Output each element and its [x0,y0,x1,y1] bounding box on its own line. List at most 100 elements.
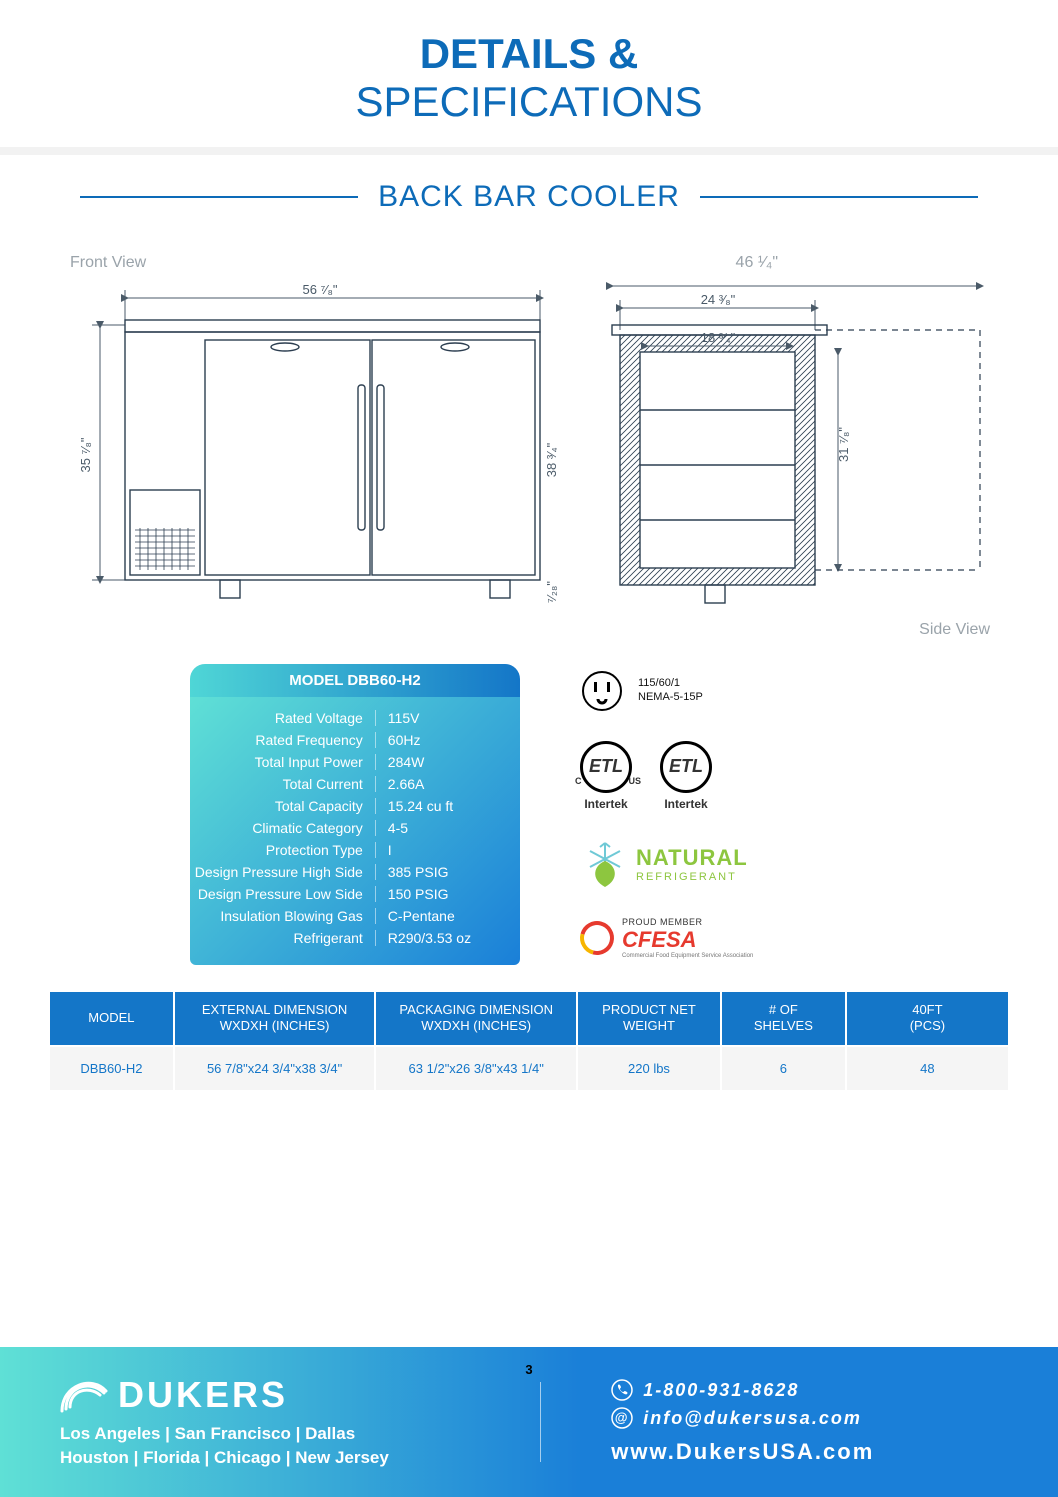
front-view-label: Front View [70,254,146,272]
spec-row: Protection TypeI [190,839,520,861]
table-cell: 48 [846,1046,1009,1091]
plug-line1: 115/60/1 [638,677,703,690]
spec-value: 4-5 [375,820,520,836]
natural-refrigerant-badge: NATURAL REFRIGERANT [580,839,748,889]
spec-key: Insulation Blowing Gas [190,908,375,924]
table-header: PRODUCT NETWEIGHT [577,991,721,1047]
page-number: 3 [525,1362,532,1377]
spec-key: Total Current [190,776,375,792]
divider [0,147,1058,155]
table-header: EXTERNAL DIMENSIONWXDXH (INCHES) [174,991,376,1047]
cfesa-badge: PROUD MEMBER CFESA Commercial Food Equip… [580,917,753,959]
spec-row: Total Input Power284W [190,751,520,773]
email-row: @ info@dukersusa.com [611,1407,998,1429]
spec-key: Climatic Category [190,820,375,836]
dim-shelf: 18 ³⁄₄" [701,330,736,345]
spec-row: Insulation Blowing GasC-Pentane [190,905,520,927]
cities-line2: Houston | Florida | Chicago | New Jersey [60,1446,510,1470]
spec-value: 284W [375,754,520,770]
natural-sub: REFRIGERANT [636,871,748,883]
section-title: BACK BAR COOLER [0,180,1058,214]
table-header: 40FT(PCS) [846,991,1009,1047]
table-cell: DBB60-H2 [49,1046,174,1091]
spec-key: Total Input Power [190,754,375,770]
spec-key: Design Pressure Low Side [190,886,375,902]
email-text: info@dukersusa.com [643,1408,862,1429]
page: DETAILS & SPECIFICATIONS BACK BAR COOLER… [0,0,1058,1497]
natural-main: NATURAL [636,845,748,871]
cities-line1: Los Angeles | San Francisco | Dallas [60,1422,510,1446]
spec-value: 150 PSIG [375,886,520,902]
table-cell: 56 7/8"x24 3/4"x38 3/4" [174,1046,376,1091]
spec-key: Design Pressure High Side [190,864,375,880]
side-view-diagram: 24 ³⁄₈" 18 ³⁄₄" 31 ⁷⁄₈" [590,280,990,639]
table-header: PACKAGING DIMENSIONWXDXH (INCHES) [375,991,577,1047]
title-line2: SPECIFICATIONS [356,78,703,125]
table-cell: 63 1/2"x26 3/8"x43 1/4" [375,1046,577,1091]
dim-leg: ⁷⁄₂₈" [544,580,559,602]
footer-divider [540,1382,541,1462]
side-view-label: Side View [590,621,990,639]
table-header: MODEL [49,991,174,1047]
spec-card-title: MODEL DBB60-H2 [190,664,520,697]
spec-key: Rated Frequency [190,732,375,748]
title-line1: DETAILS & [420,30,639,77]
dimensions-table: MODELEXTERNAL DIMENSIONWXDXH (INCHES)PAC… [0,990,1058,1123]
spec-value: 60Hz [375,732,520,748]
etl-badges: ETL C US Intertek ETL Intertek [580,741,712,811]
cfesa-ring-icon [574,914,620,960]
dim-depth: 24 ³⁄₈" [701,292,736,307]
dim-height-left: 35 ⁷⁄₈" [78,437,93,472]
table-cell: 6 [721,1046,846,1091]
brand-name: DUKERS [118,1374,288,1416]
table-header: # OFSHELVES [721,991,846,1047]
spec-row: Total Capacity15.24 cu ft [190,795,520,817]
phone-text: 1-800-931-8628 [643,1380,799,1401]
phone-icon [611,1379,633,1401]
spec-value: 2.66A [375,776,520,792]
email-icon: @ [611,1407,633,1429]
mid-row: MODEL DBB60-H2 Rated Voltage115VRated Fr… [0,664,1058,990]
section-title-text: BACK BAR COOLER [378,180,680,214]
spec-row: Design Pressure High Side385 PSIG [190,861,520,883]
spec-key: Total Capacity [190,798,375,814]
spec-key: Refrigerant [190,930,375,946]
rule-right [700,196,978,198]
spec-row: Climatic Category4-5 [190,817,520,839]
spec-value: I [375,842,520,858]
table-cell: 220 lbs [577,1046,721,1091]
rule-left [80,196,358,198]
dim-interior-h: 31 ⁷⁄₈" [836,426,851,461]
url-text: www.DukersUSA.com [611,1439,998,1465]
plug-badge: 115/60/1 NEMA-5-15P [580,669,703,713]
spec-card-body: Rated Voltage115VRated Frequency60HzTota… [190,697,520,965]
front-view-diagram: 56 ⁷⁄₈" 35 ⁷⁄₈" [70,280,560,615]
table-row: DBB60-H256 7/8"x24 3/4"x38 3/4"63 1/2"x2… [49,1046,1009,1091]
etl-us-badge: ETL C US Intertek [580,741,632,811]
spec-row: Rated Frequency60Hz [190,729,520,751]
spec-value: C-Pentane [375,908,520,924]
side-view-top-dim: 46 ¹⁄₄" [736,254,988,272]
page-title: DETAILS & SPECIFICATIONS [0,0,1058,147]
snowflake-leaf-icon [580,839,630,889]
etl-badge: ETL Intertek [660,741,712,811]
plug-icon [580,669,624,713]
spec-card: MODEL DBB60-H2 Rated Voltage115VRated Fr… [190,664,520,965]
spec-row: Rated Voltage115V [190,707,520,729]
svg-text:@: @ [615,1410,630,1425]
cfesa-main: CFESA [622,927,753,953]
brand-logo: DUKERS [60,1374,510,1416]
cfesa-pm: PROUD MEMBER [622,917,753,927]
spec-value: 385 PSIG [375,864,520,880]
spec-value: 15.24 cu ft [375,798,520,814]
spec-key: Rated Voltage [190,710,375,726]
phone-row: 1-800-931-8628 [611,1379,998,1401]
dim-width: 56 ⁷⁄₈" [303,282,338,297]
spec-row: Design Pressure Low Side150 PSIG [190,883,520,905]
logo-icon [60,1375,108,1415]
plug-line2: NEMA-5-15P [638,691,703,704]
certifications: 115/60/1 NEMA-5-15P ETL C US Intertek ET… [580,664,988,965]
spec-row: Total Current2.66A [190,773,520,795]
spec-value: 115V [375,710,520,726]
diagram-area: Front View 46 ¹⁄₄" 56 ⁷⁄₈" [0,254,1058,639]
